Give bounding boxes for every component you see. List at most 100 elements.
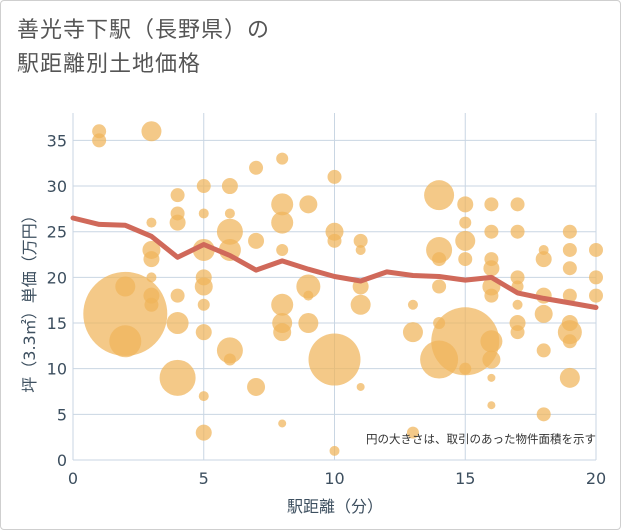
bubble	[510, 325, 525, 340]
bubble	[146, 217, 157, 228]
bubble	[510, 224, 525, 239]
bubble	[407, 299, 418, 310]
bubble	[299, 195, 318, 214]
y-tick-label: 20	[47, 268, 67, 287]
y-tick-label: 0	[57, 451, 67, 470]
bubble	[536, 343, 551, 358]
x-tick-label: 15	[455, 469, 475, 488]
tick-labels: 0 5 10 15 20 0 5 10 15 20 25 30 35	[47, 131, 607, 488]
bubble	[271, 193, 294, 216]
bubble	[278, 419, 287, 428]
bubble	[562, 242, 577, 257]
bubble	[197, 298, 210, 311]
bubble	[536, 407, 551, 422]
bubble-layer	[83, 121, 603, 456]
bubble	[327, 169, 342, 184]
bubble	[273, 323, 292, 342]
y-axis-label: 坪（3.3㎡）単価（万円）	[20, 207, 39, 392]
bubble	[534, 304, 553, 323]
bubble	[402, 322, 423, 343]
bubble	[144, 297, 159, 312]
bubble	[562, 224, 577, 239]
bubble	[458, 252, 473, 267]
bubble	[329, 445, 340, 456]
y-tick-label: 30	[47, 177, 67, 196]
bubble	[512, 299, 523, 310]
bubble	[426, 236, 453, 263]
y-tick-label: 5	[57, 405, 67, 424]
bubble	[484, 197, 499, 212]
bubble	[487, 373, 496, 382]
bubble	[353, 233, 368, 248]
bubble	[480, 330, 503, 353]
y-tick-label: 10	[47, 360, 67, 379]
size-note: 円の大きさは、取引のあった物件面積を示す	[366, 432, 596, 446]
bubble	[484, 224, 499, 239]
bubble	[170, 288, 185, 303]
bubble	[143, 251, 160, 268]
bubble	[170, 188, 185, 203]
bubble	[535, 251, 552, 268]
y-tick-label: 15	[47, 314, 67, 333]
bubble	[459, 362, 472, 375]
bubble	[589, 270, 603, 285]
bubble	[355, 244, 366, 255]
bubble	[484, 252, 499, 267]
bubble	[484, 288, 499, 303]
bubble	[195, 324, 212, 341]
bubble	[562, 334, 577, 349]
bubble	[166, 312, 189, 335]
bubble	[196, 179, 211, 194]
chart-title: 善光寺下駅（長野県）の 駅距離別土地価格	[17, 14, 270, 82]
x-tick-label: 20	[586, 469, 606, 488]
bubble	[487, 401, 496, 410]
bubble	[420, 340, 459, 379]
bubble	[271, 293, 294, 316]
bubble	[221, 178, 238, 195]
bubble	[538, 244, 549, 255]
bubble	[109, 325, 142, 358]
bubble	[247, 377, 266, 396]
bubble	[115, 276, 136, 297]
bubble	[589, 242, 603, 257]
bubble	[432, 279, 447, 294]
bubble	[562, 261, 577, 276]
bubble	[432, 252, 447, 267]
bubble	[424, 180, 455, 211]
bubble	[510, 197, 525, 212]
bubble	[141, 121, 162, 142]
bubble	[146, 272, 157, 283]
bubble	[216, 337, 243, 364]
bubble	[303, 290, 314, 301]
bubble	[198, 208, 209, 219]
bubble	[276, 152, 289, 165]
bubble	[562, 288, 577, 303]
chart-title-line1: 善光寺下駅（長野県）の	[17, 18, 271, 43]
bubble	[298, 313, 319, 334]
bubble	[224, 208, 235, 219]
x-tick-label: 0	[68, 469, 78, 488]
bubble	[455, 230, 476, 251]
bubble	[482, 350, 501, 369]
bubble	[561, 315, 578, 332]
x-tick-label: 5	[199, 469, 209, 488]
y-tick-label: 35	[47, 131, 67, 150]
chart-title-line2: 駅距離別土地価格	[17, 52, 202, 77]
bubble	[459, 216, 472, 229]
bubble	[195, 269, 212, 286]
bubble	[92, 133, 107, 148]
bubble	[308, 333, 361, 386]
bubble	[170, 206, 185, 221]
trend-line	[70, 215, 599, 310]
bubble	[356, 382, 365, 391]
x-axis-label: 駅距離（分）	[287, 497, 383, 516]
bubble	[195, 424, 212, 441]
bubble	[589, 288, 603, 303]
bubble	[271, 211, 294, 234]
bubble	[296, 274, 321, 299]
bubble	[159, 359, 196, 396]
y-tick-label: 25	[47, 223, 67, 242]
bubble	[433, 317, 446, 330]
